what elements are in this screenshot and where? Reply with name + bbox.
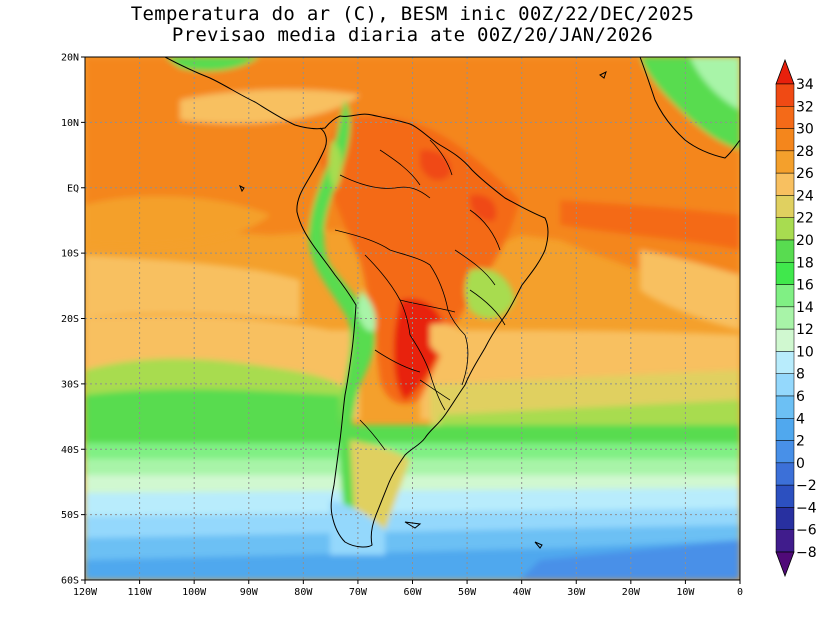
colorbar-label: 12 xyxy=(796,322,814,338)
colorbar-label: 30 xyxy=(796,122,814,138)
lat-tick-label: 20S xyxy=(61,314,79,325)
field-atlantic-warm xyxy=(560,200,740,250)
colorbar-label: −4 xyxy=(796,500,817,516)
colorbar-top-arrow xyxy=(775,58,795,85)
colorbar-swatch xyxy=(775,306,795,330)
lon-tick-label: 70W xyxy=(349,587,368,598)
colorbar-label: 20 xyxy=(796,233,814,249)
colorbar-swatch xyxy=(775,484,795,508)
field-highlands-cool xyxy=(465,268,515,319)
colorbar-label: 24 xyxy=(796,188,814,204)
field-central-america xyxy=(165,57,260,72)
field-pacific-patch xyxy=(85,196,270,247)
colorbar-label: 0 xyxy=(796,456,805,472)
colorbar-swatch xyxy=(775,373,795,397)
field-band-4 xyxy=(85,525,740,565)
lat-tick-label: 60S xyxy=(61,576,79,587)
colorbar-label: 18 xyxy=(796,255,814,271)
colorbar-swatch xyxy=(775,395,795,419)
lon-tick-label: 110W xyxy=(128,587,153,598)
colorbar-swatch xyxy=(775,351,795,374)
lon-tick-label: 90W xyxy=(240,587,259,598)
latitude-axis: 20N 10N EQ 10S 20S 30S 40S 50S 60S xyxy=(61,53,85,587)
colorbar-swatch xyxy=(775,262,795,285)
lon-tick-label: 40W xyxy=(513,587,532,598)
lat-tick-label: 10S xyxy=(61,249,79,260)
colorbar-label: −8 xyxy=(796,545,817,561)
colorbar-label: 28 xyxy=(796,144,814,160)
lat-tick-label: 30S xyxy=(61,379,79,390)
colorbar-swatch xyxy=(775,328,795,352)
colorbar-label: 16 xyxy=(796,278,814,294)
field-colombian-andes xyxy=(328,140,343,190)
colorbar-swatch xyxy=(775,217,795,241)
colorbar-swatch xyxy=(775,150,795,174)
colorbar-swatch xyxy=(775,239,795,263)
colorbar-label: 10 xyxy=(796,344,814,360)
colorbar-label: 2 xyxy=(796,434,805,450)
colorbar-label: 32 xyxy=(796,99,814,115)
lon-tick-label: 20W xyxy=(622,587,641,598)
lon-tick-label: 120W xyxy=(73,587,98,598)
field-altiplano-cold xyxy=(357,290,376,332)
field-africa-cool xyxy=(690,57,740,110)
graticule xyxy=(85,57,740,580)
longitude-axis: 120W 110W 100W 90W 80W 70W 60W 50W 40W 30W 20W 10W 0 xyxy=(73,580,743,598)
colorbar-swatch xyxy=(775,172,795,196)
colorbar-label: 8 xyxy=(796,367,805,383)
colorbar-label: −6 xyxy=(796,523,817,539)
colorbar-label: −2 xyxy=(796,478,817,494)
colorbar-swatch xyxy=(775,462,795,486)
field-caribbean-patch xyxy=(180,89,360,124)
map-plot-area xyxy=(85,57,740,580)
colorbar-bottom-arrow xyxy=(775,551,795,578)
colorbar-swatch xyxy=(775,83,795,107)
field-pacific-cool xyxy=(85,255,300,320)
lon-tick-label: 80W xyxy=(294,587,313,598)
field-southeast-mild xyxy=(430,323,472,360)
colorbar-label: 4 xyxy=(796,411,805,427)
colorbar-swatch xyxy=(775,284,795,308)
lon-tick-label: 0 xyxy=(737,587,743,598)
lat-tick-label: 10N xyxy=(61,118,79,129)
country-borders xyxy=(334,139,506,451)
field-patagonia xyxy=(350,440,410,530)
lon-tick-label: 50W xyxy=(458,587,477,598)
field-atlantic-patch xyxy=(640,250,740,330)
lat-tick-label: 20N xyxy=(61,53,79,64)
field-andes-cool xyxy=(308,100,376,520)
colorbar-label: 26 xyxy=(796,166,814,182)
lat-tick-label: 40S xyxy=(61,445,79,456)
lon-tick-label: 10W xyxy=(676,587,695,598)
colorbar-swatch xyxy=(775,529,795,553)
colorbar-swatch xyxy=(775,440,795,464)
colorbar-label: 22 xyxy=(796,211,814,227)
map-title-line-1: Temperatura do ar (C), BESM inic 00Z/22/… xyxy=(130,3,695,25)
colorbar-label: 34 xyxy=(796,77,814,93)
colorbar-swatch xyxy=(775,507,795,530)
colorbar-swatch xyxy=(775,418,795,441)
colorbar-label: 14 xyxy=(796,300,814,316)
lon-tick-label: 100W xyxy=(182,587,207,598)
map-title-line-2: Previsao media diaria ate 00Z/20/JAN/202… xyxy=(171,24,654,46)
lat-tick-label: 50S xyxy=(61,510,79,521)
colorbar-swatch xyxy=(775,195,795,218)
coastlines xyxy=(164,57,740,549)
field-amazon-hot xyxy=(420,149,451,181)
colorbar-swatch xyxy=(775,106,795,129)
lon-tick-label: 30W xyxy=(567,587,586,598)
field-band-18 xyxy=(85,425,740,445)
field-chaco-hot xyxy=(393,298,445,400)
colorbar-label: 6 xyxy=(796,389,805,405)
lon-tick-label: 60W xyxy=(403,587,422,598)
colorbar-swatch xyxy=(775,128,795,152)
field-band-0 xyxy=(520,540,740,580)
lat-tick-label: EQ xyxy=(67,183,79,194)
